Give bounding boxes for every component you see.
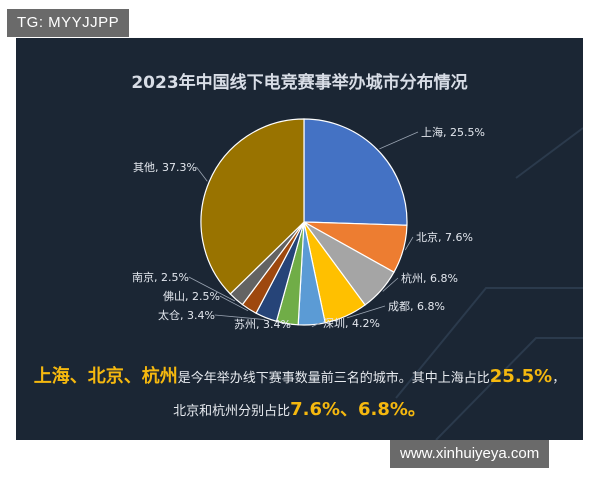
summary-pct-beijing: 7.6%: [290, 399, 340, 420]
summary-separator-2: 、: [123, 366, 142, 387]
summary-pct-hangzhou: 6.8%: [358, 399, 408, 420]
data-label-上海: 上海, 25.5%: [421, 125, 485, 139]
pie-chart: 上海, 25.5% 北京, 7.6% 杭州, 6.8% 成都, 6.8% 深圳, 4.2…: [132, 118, 485, 331]
data-label-苏州: 苏州, 3.4%: [234, 318, 291, 331]
data-label-杭州: 杭州, 6.8%: [401, 271, 458, 285]
leader-line-南京: [188, 276, 235, 302]
pie-slice-上海: [303, 118, 408, 226]
summary-city-3: 杭州: [141, 366, 178, 387]
data-label-北京: 北京, 7.6%: [416, 230, 473, 244]
leader-line-苏州: [286, 323, 291, 326]
watermark-top: TG: MYYJJPP: [7, 9, 130, 37]
data-label-成都: 成都, 6.8%: [388, 300, 445, 313]
leader-line-佛山: [219, 295, 249, 312]
summary-pct-shanghai: 25.5%: [489, 366, 553, 387]
leader-line-太仓: [214, 314, 266, 321]
watermark-bottom: www.xinhuiyeya.com: [390, 440, 550, 468]
summary-text-2: 北京和杭州分别占比: [173, 404, 291, 419]
summary-tail-1: ，: [552, 371, 566, 386]
leader-line-北京: [404, 236, 414, 251]
chart-title: 2023年中国线下电竞赛事举办城市分布情况: [131, 73, 468, 93]
data-label-深圳: 深圳, 4.2%: [323, 317, 380, 330]
leader-line-深圳: [311, 322, 321, 328]
leader-line-上海: [379, 131, 419, 150]
summary-separator-1: 、: [69, 366, 88, 387]
leader-line-其他: [196, 166, 208, 182]
summary-separator-3: 、: [340, 399, 358, 420]
pie-slice-其他: [200, 118, 305, 295]
summary-text-1: 是今年举办线下赛事数量前三名的城市。其中上海占比: [177, 371, 490, 386]
summary-city-2: 北京: [87, 366, 124, 387]
data-label-太仓: 太仓, 3.4%: [158, 308, 215, 322]
summary-tail-2: 。: [407, 399, 426, 420]
summary-city-1: 上海: [33, 366, 70, 387]
background-decoration: [395, 127, 583, 440]
summary-line-2: 北京和杭州分别占比7.6%、6.8%。: [16, 395, 583, 421]
leader-line-杭州: [382, 277, 399, 292]
chart-panel: 2023年中国线下电竞赛事举办城市分布情况 上海, 25.5% 北京, 7.6% 杭…: [16, 38, 583, 440]
data-label-南京: 南京, 2.5%: [132, 270, 189, 284]
data-label-佛山: 佛山, 2.5%: [163, 290, 220, 303]
summary-line-1: 上海、北京、杭州是今年举办线下赛事数量前三名的城市。其中上海占比25.5%，: [16, 362, 583, 388]
leader-line-成都: [346, 305, 386, 319]
data-label-其他: 其他, 37.3%: [133, 161, 197, 174]
